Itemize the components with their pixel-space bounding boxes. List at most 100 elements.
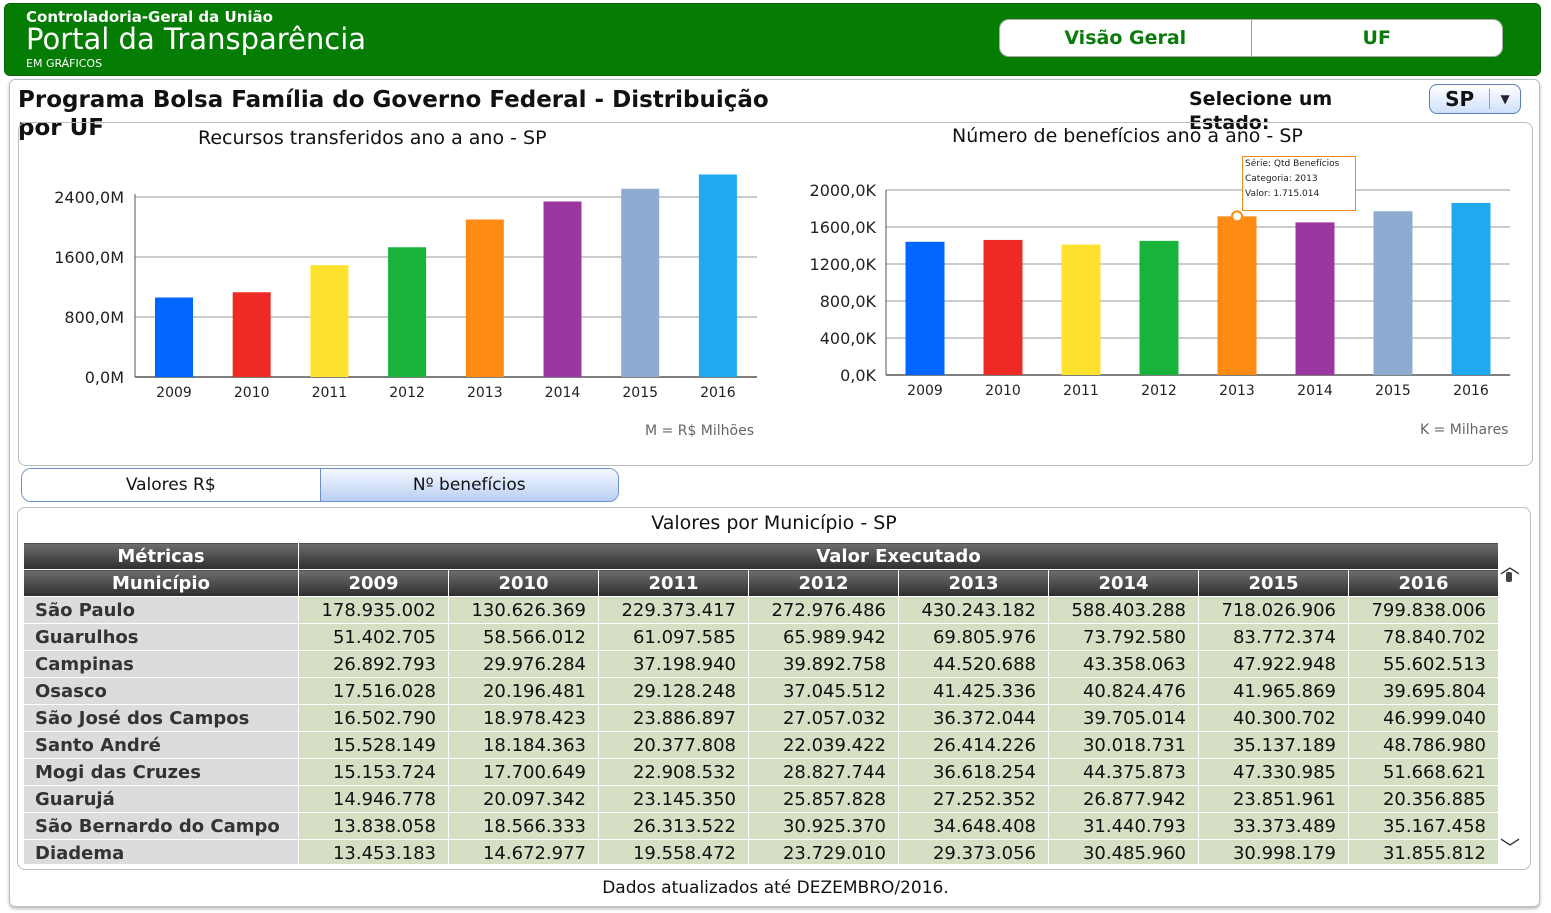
value-cell: 36.372.044 — [898, 704, 1049, 732]
municipio-cell: São Paulo — [23, 596, 299, 624]
nav-uf-button[interactable]: UF — [1250, 20, 1503, 56]
value-cell: 16.502.790 — [298, 704, 449, 732]
year-header[interactable]: 2015 — [1198, 569, 1349, 597]
state-select[interactable]: SP ▼ — [1429, 84, 1521, 114]
value-cell: 18.978.423 — [448, 704, 599, 732]
value-cell: 65.989.942 — [748, 623, 899, 651]
tooltip-serie: Série: Qtd Benefícios — [1245, 159, 1340, 169]
nav-visao-geral-button[interactable]: Visão Geral — [1064, 27, 1187, 49]
municipio-header[interactable]: Município — [23, 569, 299, 597]
content-panel — [9, 79, 1540, 907]
org-name: Controladoria-Geral da União — [26, 8, 273, 26]
value-cell: 15.528.149 — [298, 731, 449, 759]
value-cell: 28.827.744 — [748, 758, 899, 786]
value-cell: 18.184.363 — [448, 731, 599, 759]
chevron-down-icon[interactable]: ▼ — [1489, 89, 1520, 109]
table-row[interactable]: Guarujá 14.946.778 20.097.342 23.145.350 25.… — [23, 785, 1498, 813]
year-header[interactable]: 2016 — [1348, 569, 1498, 597]
value-cell: 83.772.374 — [1198, 623, 1349, 651]
scroll-up-icon[interactable]: ︿ — [1500, 554, 1520, 578]
value-cell: 15.153.724 — [298, 758, 449, 786]
value-cell: 33.373.489 — [1198, 812, 1349, 840]
municipio-cell: Mogi das Cruzes — [23, 758, 299, 786]
year-header[interactable]: 2013 — [898, 569, 1049, 597]
value-cell: 17.516.028 — [298, 677, 449, 705]
state-select-value: SP — [1445, 87, 1475, 111]
value-cell: 23.729.010 — [748, 839, 899, 864]
value-cell: 78.840.702 — [1348, 623, 1498, 651]
group-header: Valor Executado — [298, 542, 1498, 570]
table-row[interactable]: Santo André 15.528.149 18.184.363 20.377.80… — [23, 731, 1498, 759]
value-cell: 31.855.812 — [1348, 839, 1498, 864]
year-header[interactable]: 2014 — [1048, 569, 1199, 597]
value-cell: 40.300.702 — [1198, 704, 1349, 732]
value-cell: 26.414.226 — [898, 731, 1049, 759]
year-header[interactable]: 2010 — [448, 569, 599, 597]
municipio-table: Métricas Valor Executado Município 2009 2… — [23, 542, 1498, 864]
table-row[interactable]: Osasco 17.516.028 20.196.481 29.128.248 37.0… — [23, 677, 1498, 705]
value-cell: 35.167.458 — [1348, 812, 1498, 840]
value-cell: 29.976.284 — [448, 650, 599, 678]
value-cell: 47.330.985 — [1198, 758, 1349, 786]
table-scroll-area[interactable]: Métricas Valor Executado Município 2009 2… — [23, 542, 1498, 864]
value-cell: 55.602.513 — [1348, 650, 1498, 678]
value-cell: 229.373.417 — [598, 596, 749, 624]
year-header[interactable]: 2012 — [748, 569, 899, 597]
table-row[interactable]: Campinas 26.892.793 29.976.284 37.198.940 39… — [23, 650, 1498, 678]
scrollbar-thumb[interactable] — [1506, 572, 1512, 582]
value-cell: 13.453.183 — [298, 839, 449, 864]
value-cell: 41.425.336 — [898, 677, 1049, 705]
value-cell: 27.057.032 — [748, 704, 899, 732]
tooltip-categoria: Categoria: 2013 — [1245, 174, 1318, 184]
municipio-cell: São Bernardo do Campo — [23, 812, 299, 840]
value-cell: 26.877.942 — [1048, 785, 1199, 813]
year-header[interactable]: 2009 — [298, 569, 449, 597]
value-cell: 37.045.512 — [748, 677, 899, 705]
value-cell: 20.097.342 — [448, 785, 599, 813]
municipio-cell: Campinas — [23, 650, 299, 678]
value-cell: 48.786.980 — [1348, 731, 1498, 759]
table-row[interactable]: São Paulo 178.935.002 130.626.369 229.373.4… — [23, 596, 1498, 624]
municipio-cell: Santo André — [23, 731, 299, 759]
update-footer: Dados atualizados até DEZEMBRO/2016. — [602, 878, 949, 898]
portal-subtitle: EM GRÁFICOS — [26, 57, 103, 70]
value-cell: 20.356.885 — [1348, 785, 1498, 813]
value-cell: 25.857.828 — [748, 785, 899, 813]
value-cell: 69.805.976 — [898, 623, 1049, 651]
value-cell: 47.922.948 — [1198, 650, 1349, 678]
tab-valores[interactable]: Valores R$ — [22, 469, 320, 501]
scroll-down-icon[interactable]: ﹀ — [1500, 836, 1520, 860]
value-cell: 51.668.621 — [1348, 758, 1498, 786]
value-cell: 41.965.869 — [1198, 677, 1349, 705]
tooltip-valor: Valor: 1.715.014 — [1245, 189, 1320, 199]
charts-panel — [18, 122, 1533, 466]
value-cell: 34.648.408 — [898, 812, 1049, 840]
value-cell: 14.672.977 — [448, 839, 599, 864]
value-cell: 20.196.481 — [448, 677, 599, 705]
year-header[interactable]: 2011 — [598, 569, 749, 597]
metric-tabs: Valores R$ Nº benefícios — [21, 468, 619, 502]
page-title: Programa Bolsa Família do Governo Federa… — [18, 87, 769, 141]
municipio-cell: Guarujá — [23, 785, 299, 813]
municipio-cell: Osasco — [23, 677, 299, 705]
chart-note-recursos: M = R$ Milhões — [645, 423, 754, 439]
municipio-cell: São José dos Campos — [23, 704, 299, 732]
tab-beneficios[interactable]: Nº benefícios — [319, 469, 618, 501]
municipio-cell: Diadema — [23, 839, 299, 864]
value-cell: 23.851.961 — [1198, 785, 1349, 813]
value-cell: 272.976.486 — [748, 596, 899, 624]
table-row[interactable]: São Bernardo do Campo 13.838.058 18.566.33… — [23, 812, 1498, 840]
value-cell: 58.566.012 — [448, 623, 599, 651]
table-row[interactable]: Guarulhos 51.402.705 58.566.012 61.097.585 6… — [23, 623, 1498, 651]
table-row[interactable]: São José dos Campos 16.502.790 18.978.423 2… — [23, 704, 1498, 732]
value-cell: 22.908.532 — [598, 758, 749, 786]
select-state-label: Selecione um Estado: — [1189, 88, 1333, 134]
value-cell: 430.243.182 — [898, 596, 1049, 624]
value-cell: 130.626.369 — [448, 596, 599, 624]
table-row[interactable]: Diadema 13.453.183 14.672.977 19.558.472 23.… — [23, 839, 1498, 864]
table-row[interactable]: Mogi das Cruzes 15.153.724 17.700.649 22.90… — [23, 758, 1498, 786]
value-cell: 14.946.778 — [298, 785, 449, 813]
value-cell: 39.892.758 — [748, 650, 899, 678]
value-cell: 29.373.056 — [898, 839, 1049, 864]
value-cell: 27.252.352 — [898, 785, 1049, 813]
